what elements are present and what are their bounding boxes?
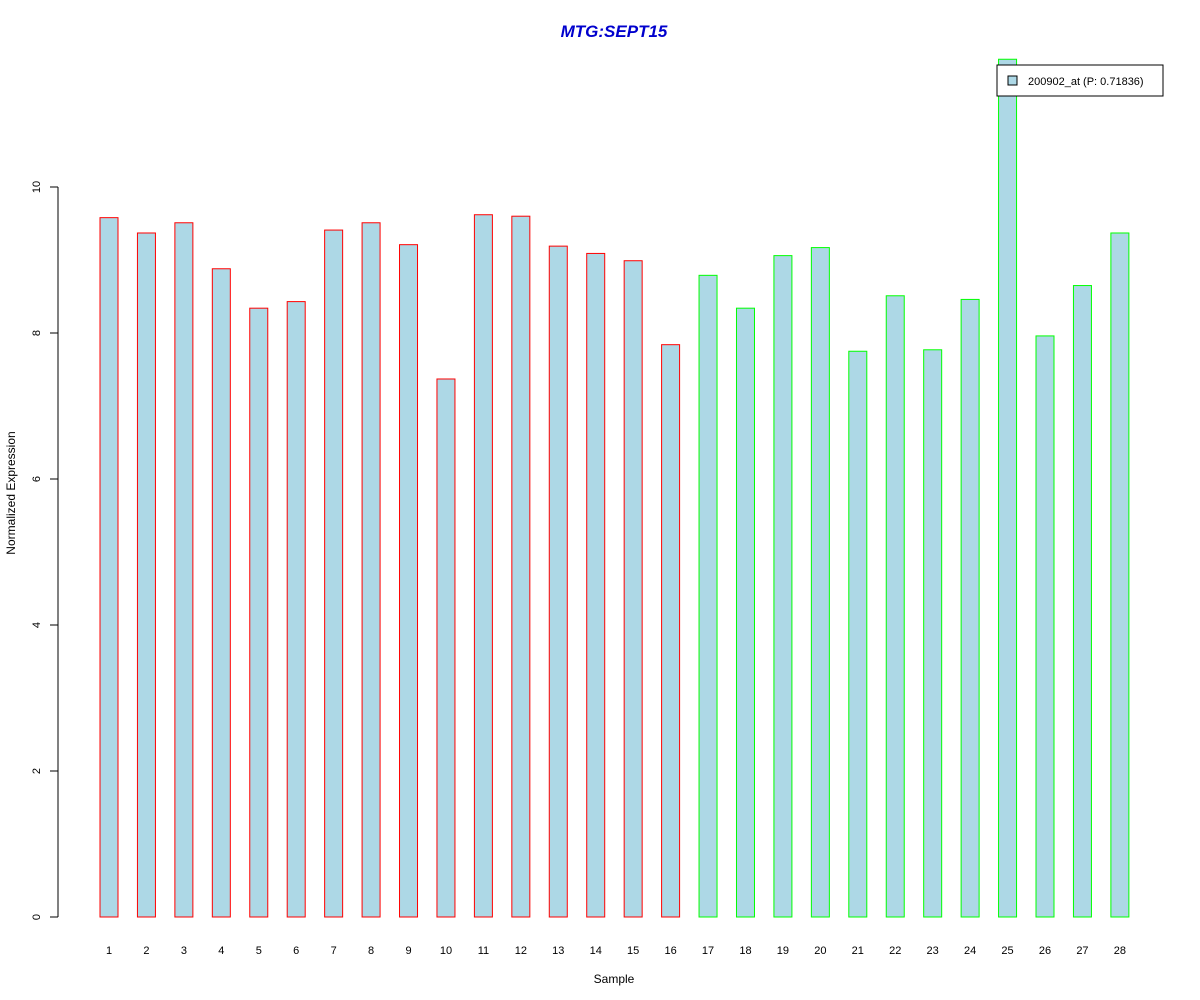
bar-sample-27 (1072, 285, 1092, 918)
x-tick-label: 17 (702, 945, 714, 957)
bar-sample-28 (1110, 232, 1130, 918)
bar-sample-10 (436, 378, 456, 918)
x-tick-label: 15 (627, 945, 639, 957)
bar-sample-3 (174, 222, 194, 918)
bar-sample-23 (923, 349, 943, 918)
x-tick-label: 28 (1114, 945, 1126, 957)
bar-sample-13 (548, 245, 568, 918)
x-tick-label: 3 (181, 945, 187, 957)
y-tick-label: 2 (31, 768, 43, 774)
legend-box (996, 64, 1164, 97)
y-tick-label: 8 (31, 330, 43, 336)
bar-sample-6 (286, 301, 306, 918)
bar-sample-19 (773, 255, 793, 918)
x-tick-label: 27 (1076, 945, 1088, 957)
x-tick-labels: 1 2 3 4 5 6 7 8 9 10 11 12 13 14 15 16 17 18 19 20 21 22 23 24 2… (106, 945, 1126, 957)
x-tick-label: 11 (478, 945, 489, 957)
x-tick-label: 26 (1039, 945, 1051, 957)
x-tick-label: 22 (889, 945, 901, 957)
bar-sample-24 (960, 298, 980, 918)
x-tick-label: 23 (927, 945, 939, 957)
x-tick-label: 16 (664, 945, 676, 957)
y-tick-label: 4 (31, 622, 43, 628)
x-tick-label: 6 (293, 945, 299, 957)
x-tick-label: 8 (368, 945, 374, 957)
x-tick-label: 14 (590, 945, 602, 957)
bar-sample-17 (698, 274, 718, 918)
bar-sample-9 (399, 244, 419, 918)
bar-sample-12 (511, 215, 531, 918)
x-tick-label: 25 (1001, 945, 1013, 957)
bar-sample-5 (249, 307, 269, 918)
x-tick-label: 18 (739, 945, 751, 957)
legend: 200902_at (P: 0.71836) (996, 64, 1164, 97)
bar-sample-21 (848, 350, 868, 918)
bar-sample-4 (211, 268, 231, 918)
x-tick-label: 9 (405, 945, 411, 957)
y-axis-label: Normalized Expression (4, 431, 18, 554)
x-tick-label: 4 (218, 945, 224, 957)
bar-sample-16 (661, 344, 681, 918)
x-tick-label: 1 (106, 945, 112, 957)
bar-sample-1 (99, 217, 119, 918)
x-tick-label: 21 (852, 945, 864, 957)
y-tick-label: 0 (31, 914, 43, 920)
x-tick-label: 10 (440, 945, 452, 957)
y-tick-label: 10 (31, 181, 43, 193)
chart-title: MTG:SEPT15 (561, 22, 668, 41)
x-axis-label: Sample (594, 972, 635, 986)
bar-sample-11 (473, 214, 493, 918)
bar-sample-7 (324, 229, 344, 918)
x-tick-label: 19 (777, 945, 789, 957)
bar-sample-25 (998, 58, 1018, 918)
bars (99, 58, 1130, 918)
bar-sample-2 (136, 232, 156, 918)
bar-sample-18 (735, 307, 755, 918)
bar-sample-20 (810, 247, 830, 918)
x-tick-label: 5 (256, 945, 262, 957)
x-tick-label: 13 (552, 945, 564, 957)
bar-sample-15 (623, 260, 643, 918)
y-tick-label: 6 (31, 476, 43, 482)
x-tick-label: 2 (143, 945, 149, 957)
bar-sample-22 (885, 295, 905, 918)
x-tick-label: 7 (331, 945, 337, 957)
legend-swatch (1007, 75, 1018, 86)
legend-label: 200902_at (P: 0.71836) (1028, 76, 1144, 88)
bar-sample-8 (361, 222, 381, 918)
bar-sample-14 (586, 252, 606, 918)
x-tick-label: 20 (814, 945, 826, 957)
bar-sample-26 (1035, 335, 1055, 918)
x-tick-label: 12 (515, 945, 527, 957)
x-tick-label: 24 (964, 945, 976, 957)
y-axis: 0 2 4 6 8 10 (31, 181, 59, 920)
